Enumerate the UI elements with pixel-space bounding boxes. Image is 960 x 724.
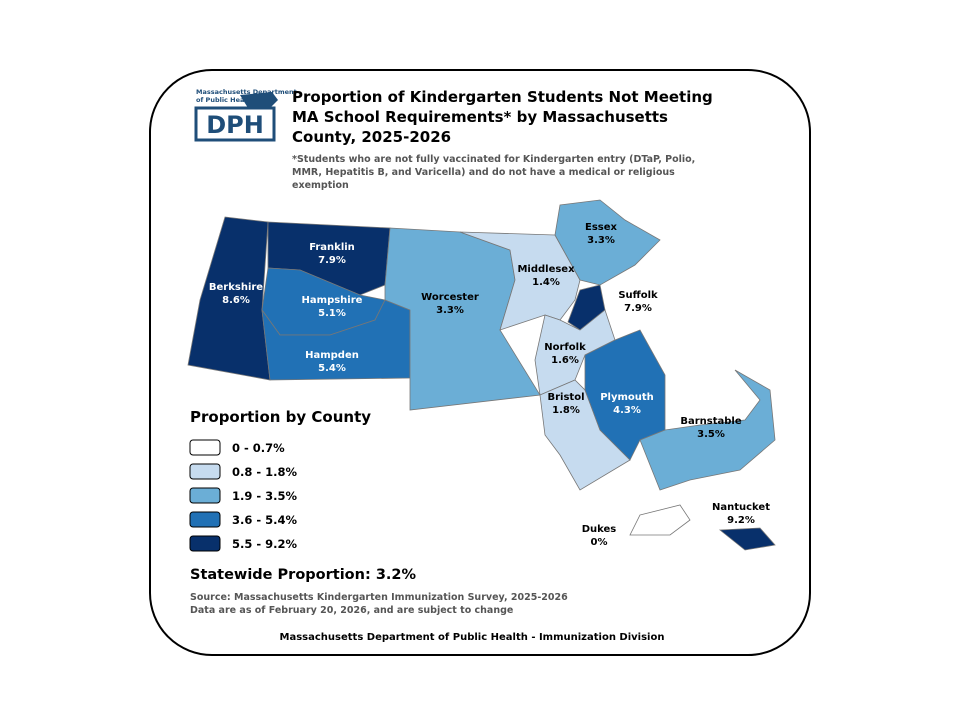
text-line: Proportion of Kindergarten Students Not … bbox=[292, 88, 713, 106]
county-name: Suffolk bbox=[618, 290, 658, 301]
county-name: Hampshire bbox=[302, 295, 363, 306]
county-value: 1.8% bbox=[552, 405, 580, 416]
text-line: MA School Requirements* by Massachusetts bbox=[292, 108, 668, 126]
county-value: 3.3% bbox=[587, 235, 615, 246]
legend-swatch bbox=[189, 463, 221, 480]
county-value: 9.2% bbox=[727, 515, 755, 526]
text-line: MMR, Hepatitis B, and Varicella) and do … bbox=[292, 167, 675, 178]
county-name: Norfolk bbox=[544, 342, 586, 353]
text-line: exemption bbox=[292, 180, 349, 191]
legend-label: 0.8 - 1.8% bbox=[232, 465, 298, 479]
county-value: 7.9% bbox=[624, 303, 652, 314]
county-name: Essex bbox=[585, 222, 618, 233]
county-name: Dukes bbox=[582, 524, 617, 535]
county-name: Berkshire bbox=[209, 282, 263, 293]
legend-swatch bbox=[189, 439, 221, 456]
legend-title: Proportion by County bbox=[190, 408, 371, 426]
legend-label: 5.5 - 9.2% bbox=[232, 537, 298, 551]
county-value: 0% bbox=[591, 537, 608, 548]
county-name: Worcester bbox=[421, 292, 479, 303]
county-name: Nantucket bbox=[712, 502, 770, 513]
legend-swatch bbox=[189, 535, 221, 552]
county bbox=[554, 199, 661, 286]
county-value: 3.3% bbox=[436, 305, 464, 316]
county-value: 3.5% bbox=[697, 429, 725, 440]
county-name: Plymouth bbox=[600, 392, 654, 403]
county-value: 5.1% bbox=[318, 308, 346, 319]
legend-swatch bbox=[189, 487, 221, 504]
legend-label: 0 - 0.7% bbox=[232, 441, 285, 455]
footnote: *Students who are not fully vaccinated f… bbox=[292, 154, 695, 191]
logo-text: Massachusetts Department bbox=[196, 88, 297, 96]
logo-text: of Public Health bbox=[196, 96, 255, 104]
text-line: County, 2025-2026 bbox=[292, 128, 451, 146]
legend-label: 3.6 - 5.4% bbox=[232, 513, 298, 527]
county bbox=[629, 504, 691, 536]
statewide: Statewide Proportion: 3.2% bbox=[190, 567, 417, 583]
logo-shape bbox=[240, 92, 278, 108]
county-value: 5.4% bbox=[318, 363, 346, 374]
county-value: 1.6% bbox=[551, 355, 579, 366]
source: Source: Massachusetts Kindergarten Immun… bbox=[190, 592, 568, 603]
logo-acronym: DPH bbox=[206, 111, 264, 139]
county-value: 4.3% bbox=[613, 405, 641, 416]
title: Proportion of Kindergarten Students Not … bbox=[292, 88, 713, 146]
county-value: 8.6% bbox=[222, 295, 250, 306]
county-value: 7.9% bbox=[318, 255, 346, 266]
county-name: Middlesex bbox=[517, 264, 575, 275]
county-name: Franklin bbox=[309, 242, 355, 253]
footer: Massachusetts Department of Public Healt… bbox=[280, 632, 665, 643]
county bbox=[639, 369, 776, 491]
county-name: Hampden bbox=[305, 350, 359, 361]
logo-box bbox=[194, 106, 276, 142]
county-name: Bristol bbox=[547, 392, 584, 403]
county bbox=[718, 527, 776, 551]
county-value: 1.4% bbox=[532, 277, 560, 288]
logo: Massachusetts Department of Public Healt… bbox=[194, 88, 297, 142]
legend-swatch bbox=[189, 511, 221, 528]
county-name: Barnstable bbox=[680, 416, 741, 427]
text-line: *Students who are not fully vaccinated f… bbox=[292, 154, 695, 165]
legend-label: 1.9 - 3.5% bbox=[232, 489, 298, 503]
note: Data are as of February 20, 2026, and ar… bbox=[190, 605, 513, 616]
